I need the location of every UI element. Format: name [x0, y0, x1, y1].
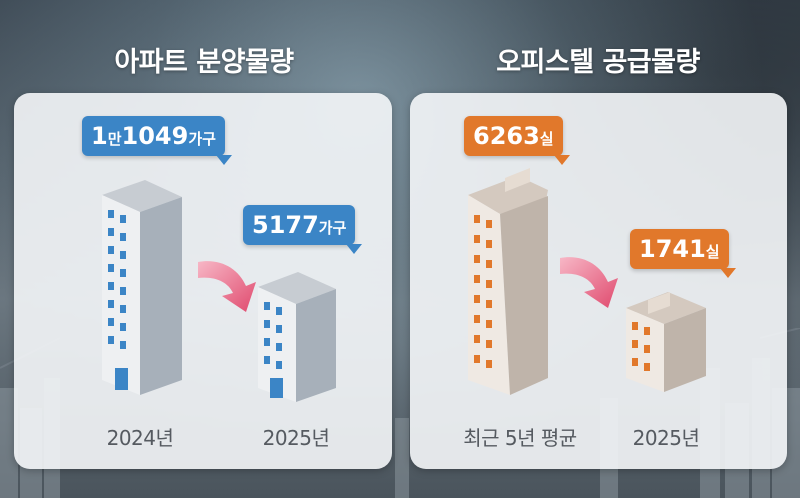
- apartment-2025-category-label: 2025년: [262, 426, 330, 450]
- officetel-title: 오피스텔 공급물량: [496, 47, 700, 78]
- officetel-2025-value-label: 1741실: [630, 229, 736, 278]
- officetel-avg-building: [468, 168, 548, 395]
- apartment-2024-building: [102, 180, 182, 395]
- apartment-2024-value-label: 1만1049가구: [82, 116, 232, 165]
- apartment-title: 아파트 분양물량: [114, 47, 294, 78]
- apartment-2024-category-label: 2024년: [106, 426, 174, 450]
- apartment-2025-value-label: 5177가구: [243, 205, 363, 254]
- officetel-decrease-arrow: [560, 257, 618, 308]
- officetel-2025-category-label: 2025년: [632, 426, 700, 450]
- apartment-decrease-arrow: [198, 261, 256, 312]
- officetel-avg-value-label: 6263실: [464, 116, 570, 165]
- officetel-avg-category-label: 최근 5년 평균: [463, 426, 577, 450]
- officetel-2025-building: [626, 292, 706, 392]
- apartment-2025-building: [258, 272, 336, 402]
